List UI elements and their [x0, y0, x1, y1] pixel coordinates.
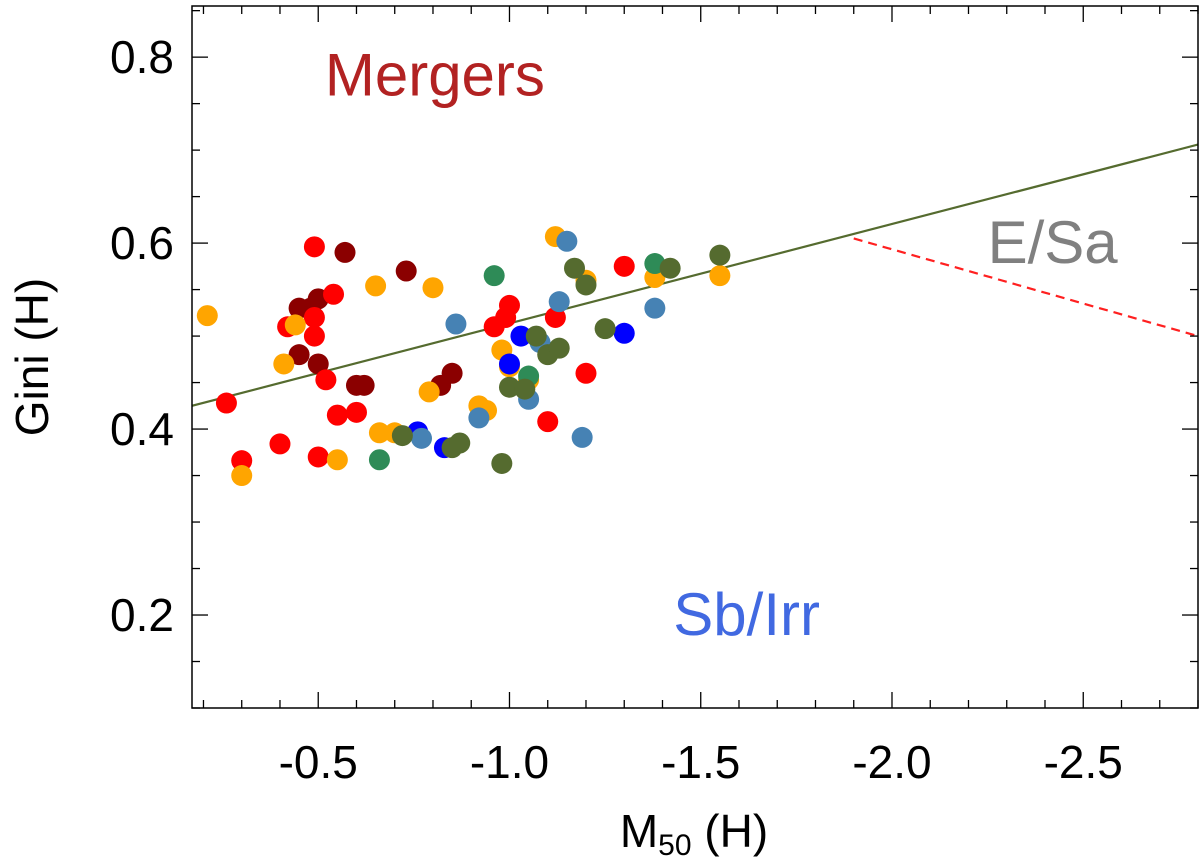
sb-irr-region-label: Sb/Irr: [673, 581, 820, 648]
data-point: [468, 407, 490, 429]
data-point: [556, 230, 578, 252]
region-labels: Mergers E/Sa Sb/Irr: [325, 42, 1118, 648]
data-point: [323, 283, 345, 305]
y-tick-label: 0.8: [110, 31, 174, 83]
data-point: [365, 275, 387, 297]
x-tick-label: -2.5: [1044, 736, 1123, 788]
data-point: [491, 452, 513, 474]
data-point: [288, 344, 310, 366]
data-point: [594, 318, 616, 340]
data-point: [571, 426, 593, 448]
data-point: [613, 322, 635, 344]
x-axis-label: M50 (H): [620, 805, 768, 862]
data-point: [709, 244, 731, 266]
data-point: [315, 369, 337, 391]
data-point: [391, 425, 413, 447]
data-point: [498, 353, 520, 375]
x-tick-label: -1.5: [661, 736, 740, 788]
data-point: [307, 446, 329, 468]
x-tick-label: -0.5: [279, 736, 358, 788]
y-axis-label: Gini (H): [6, 278, 58, 436]
data-point: [284, 314, 306, 336]
data-point: [334, 241, 356, 263]
data-point: [644, 297, 666, 319]
data-point: [575, 362, 597, 384]
data-point: [548, 291, 570, 313]
data-point: [345, 401, 367, 423]
data-point: [449, 432, 471, 454]
data-point: [514, 378, 536, 400]
y-tick-label: 0.2: [110, 589, 174, 641]
y-tick-label: 0.6: [110, 217, 174, 269]
data-point: [422, 277, 444, 299]
plot-frame: [191, 5, 1199, 709]
y-tick-label: 0.4: [110, 403, 174, 455]
data-points: [196, 226, 731, 487]
data-point: [231, 450, 253, 472]
x-axis-label-main: M: [620, 805, 658, 857]
data-point: [326, 404, 348, 426]
data-point: [196, 305, 218, 327]
axis-ticks: [192, 6, 1199, 709]
data-point: [445, 313, 467, 335]
data-point: [525, 325, 547, 347]
data-point: [345, 374, 367, 396]
data-point: [303, 306, 325, 328]
data-point: [613, 255, 635, 277]
data-point: [659, 257, 681, 279]
data-point: [368, 422, 390, 444]
data-point: [709, 265, 731, 287]
data-point: [231, 465, 253, 487]
data-point: [510, 325, 532, 347]
data-point: [537, 411, 559, 433]
x-tick-label: -2.0: [852, 736, 931, 788]
data-point: [303, 236, 325, 258]
data-point: [483, 265, 505, 287]
data-point: [368, 449, 390, 471]
data-point: [548, 337, 570, 359]
x-tick-label: -1.0: [470, 736, 549, 788]
x-axis-label-subscript: 50: [658, 829, 691, 862]
e-sa-region-label: E/Sa: [988, 209, 1119, 276]
x-axis-label-suffix: (H): [692, 805, 769, 857]
data-point: [326, 449, 348, 471]
data-point: [303, 325, 325, 347]
data-point: [498, 294, 520, 316]
data-point: [307, 353, 329, 375]
mergers-region-label: Mergers: [325, 42, 545, 109]
data-point: [273, 353, 295, 375]
trend-lines: [192, 143, 1198, 407]
solid-boundary-line: [192, 143, 1198, 407]
data-point: [575, 274, 597, 296]
data-point: [498, 376, 520, 398]
data-point: [269, 433, 291, 455]
data-point: [418, 381, 440, 403]
data-point: [564, 257, 586, 279]
data-point: [395, 260, 417, 282]
tick-labels: -0.5 -1.0 -1.5 -2.0 -2.5 0.2 0.4 0.6 0.8: [110, 31, 1123, 788]
data-point: [411, 427, 433, 449]
data-point: [215, 392, 237, 414]
data-point: [544, 306, 566, 328]
